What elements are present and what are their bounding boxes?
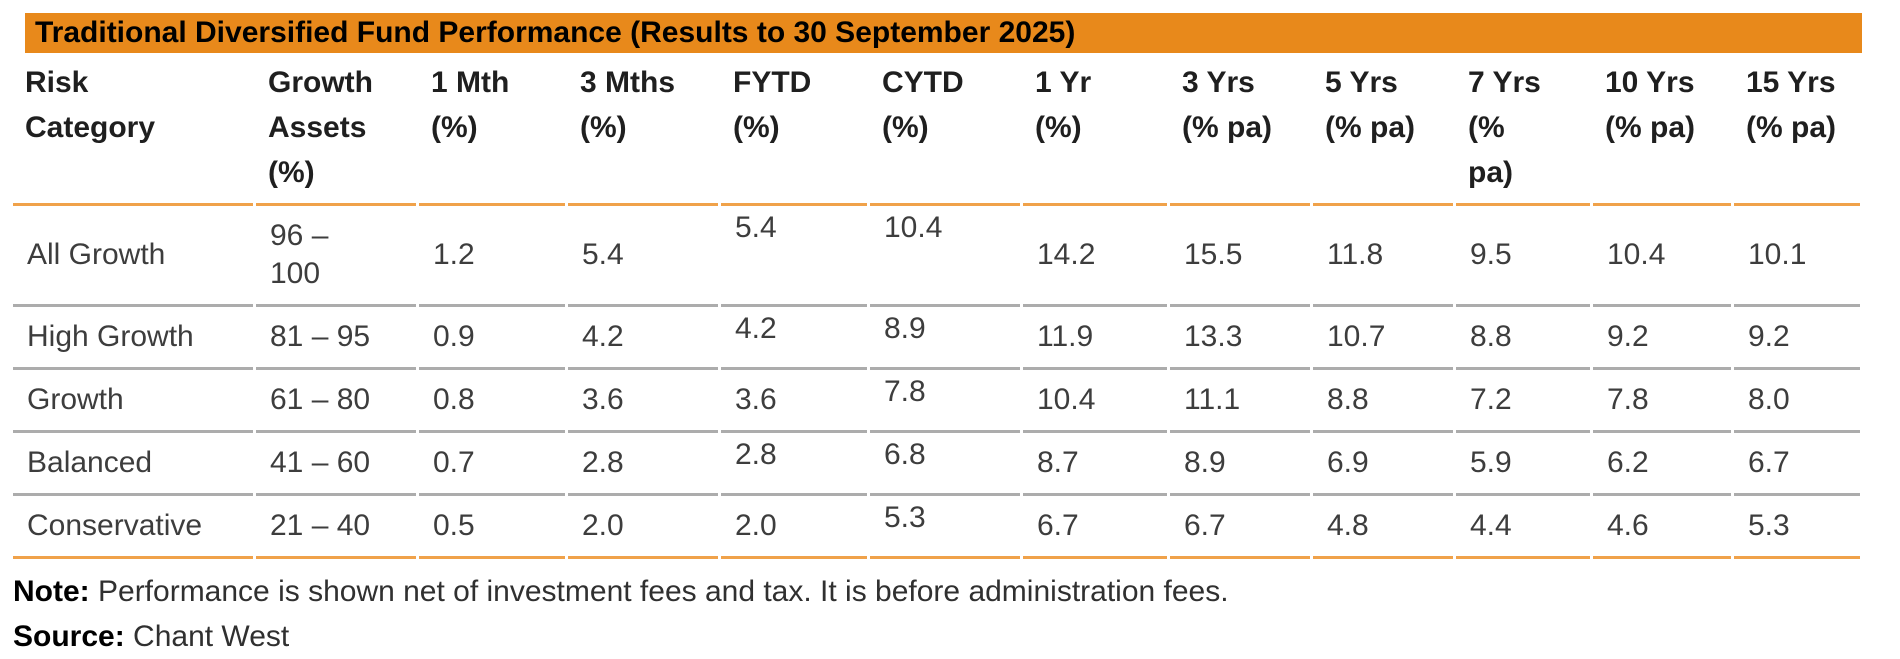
value-cell: 3.6 (721, 370, 867, 433)
value-cell: 0.8 (419, 370, 565, 433)
value-cell: 1.2 (419, 206, 565, 307)
performance-table: Risk Category Growth Assets (%) 1 Mth (%… (10, 54, 1863, 559)
performance-table-body: All Growth 96 – 100 1.2 5.4 5.4 10.4 14.2 15.5 1… (13, 206, 1860, 559)
value-cell: 5.4 (721, 206, 867, 307)
value-cell: 10.4 (1593, 206, 1731, 307)
source-line: Source: Chant West (13, 614, 1900, 659)
value-cell: 4.6 (1593, 496, 1731, 559)
value-cell: 0.9 (419, 307, 565, 370)
value-cell: 15.5 (1170, 206, 1310, 307)
value-cell: 3.6 (568, 370, 718, 433)
value-cell: 10.4 (1023, 370, 1167, 433)
value-cell: 8.8 (1313, 370, 1453, 433)
value-cell: 4.8 (1313, 496, 1453, 559)
value-cell: 7.8 (870, 370, 1020, 433)
value-cell: 6.9 (1313, 433, 1453, 496)
value-cell: 5.4 (568, 206, 718, 307)
source-text: Chant West (133, 620, 290, 653)
value-cell: 8.0 (1734, 370, 1860, 433)
note-text: Performance is shown net of investment f… (98, 575, 1229, 608)
value-cell: 11.8 (1313, 206, 1453, 307)
col-header-1yr: 1 Yr (%) (1023, 54, 1167, 206)
value-cell: 10.1 (1734, 206, 1860, 307)
col-header-10yrs: 10 Yrs (% pa) (1593, 54, 1731, 206)
value-cell: 10.4 (870, 206, 1020, 307)
risk-category-cell: High Growth (13, 307, 253, 370)
value-cell: 5.3 (870, 496, 1020, 559)
value-cell: 21 – 40 (256, 496, 416, 559)
value-cell: 41 – 60 (256, 433, 416, 496)
table-row: Conservative 21 – 40 0.5 2.0 2.0 5.3 6.7 6.7 4.8… (13, 496, 1860, 559)
value-cell: 0.7 (419, 433, 565, 496)
value-cell: 2.0 (568, 496, 718, 559)
risk-category-cell: Growth (13, 370, 253, 433)
value-cell: 4.2 (568, 307, 718, 370)
value-cell: 10.7 (1313, 307, 1453, 370)
value-cell: 8.8 (1456, 307, 1590, 370)
value-cell: 5.9 (1456, 433, 1590, 496)
col-header-5yrs: 5 Yrs (% pa) (1313, 54, 1453, 206)
value-cell: 2.8 (568, 433, 718, 496)
table-row: High Growth 81 – 95 0.9 4.2 4.2 8.9 11.9 13.3 10… (13, 307, 1860, 370)
value-cell: 4.2 (721, 307, 867, 370)
risk-category-cell: Conservative (13, 496, 253, 559)
col-header-cytd: CYTD (%) (870, 54, 1020, 206)
table-row: All Growth 96 – 100 1.2 5.4 5.4 10.4 14.2 15.5 1… (13, 206, 1860, 307)
value-cell: 2.8 (721, 433, 867, 496)
table-title-bar: Traditional Diversified Fund Performance… (25, 13, 1862, 53)
col-header-15yrs: 15 Yrs (% pa) (1734, 54, 1860, 206)
col-header-7yrs: 7 Yrs (% pa) (1456, 54, 1590, 206)
value-cell: 8.9 (870, 307, 1020, 370)
col-header-fytd: FYTD (%) (721, 54, 867, 206)
value-cell: 0.5 (419, 496, 565, 559)
value-cell: 11.1 (1170, 370, 1310, 433)
risk-category-cell: All Growth (13, 206, 253, 307)
col-header-3yrs: 3 Yrs (% pa) (1170, 54, 1310, 206)
value-cell: 7.2 (1456, 370, 1590, 433)
risk-category-cell: Balanced (13, 433, 253, 496)
value-cell: 6.8 (870, 433, 1020, 496)
value-cell: 8.9 (1170, 433, 1310, 496)
value-cell: 11.9 (1023, 307, 1167, 370)
col-header-1mth: 1 Mth (%) (419, 54, 565, 206)
value-cell: 13.3 (1170, 307, 1310, 370)
value-cell: 8.7 (1023, 433, 1167, 496)
col-header-risk-category: Risk Category (13, 54, 253, 206)
note-label: Note: (13, 575, 90, 608)
value-cell: 81 – 95 (256, 307, 416, 370)
value-cell: 61 – 80 (256, 370, 416, 433)
value-cell: 96 – 100 (256, 206, 416, 307)
col-header-growth-assets: Growth Assets (%) (256, 54, 416, 206)
note-line: Note: Performance is shown net of invest… (13, 569, 1900, 614)
value-cell: 9.2 (1734, 307, 1860, 370)
value-cell: 6.2 (1593, 433, 1731, 496)
value-cell: 7.8 (1593, 370, 1731, 433)
value-cell: 6.7 (1734, 433, 1860, 496)
table-header: Risk Category Growth Assets (%) 1 Mth (%… (13, 54, 1860, 206)
value-cell: 6.7 (1170, 496, 1310, 559)
value-cell: 6.7 (1023, 496, 1167, 559)
value-cell: 9.2 (1593, 307, 1731, 370)
value-cell: 2.0 (721, 496, 867, 559)
header-row: Risk Category Growth Assets (%) 1 Mth (%… (13, 54, 1860, 206)
table-row: Growth 61 – 80 0.8 3.6 3.6 7.8 10.4 11.1 8.8 7.2 7… (13, 370, 1860, 433)
value-cell: 5.3 (1734, 496, 1860, 559)
value-cell: 4.4 (1456, 496, 1590, 559)
value-cell: 9.5 (1456, 206, 1590, 307)
value-cell: 14.2 (1023, 206, 1167, 307)
table-row: Balanced 41 – 60 0.7 2.8 2.8 6.8 8.7 8.9 6.9 5.9 6… (13, 433, 1860, 496)
table-title: Traditional Diversified Fund Performance… (35, 16, 1076, 49)
col-header-3mths: 3 Mths (%) (568, 54, 718, 206)
table-footer: Note: Performance is shown net of invest… (13, 569, 1900, 659)
source-label: Source: (13, 620, 125, 653)
